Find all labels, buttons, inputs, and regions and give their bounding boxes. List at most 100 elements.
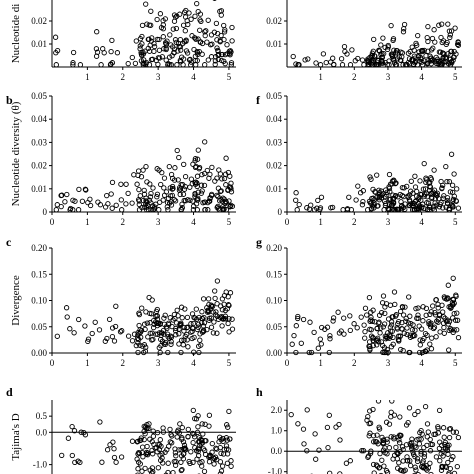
data-point <box>149 56 156 62</box>
data-point <box>214 45 220 51</box>
data-point <box>443 464 450 470</box>
data-point <box>221 301 227 307</box>
data-point <box>406 349 412 356</box>
data-point <box>180 22 187 28</box>
data-point <box>109 179 116 186</box>
data-point <box>450 196 457 203</box>
data-point <box>224 446 230 452</box>
data-point <box>190 320 197 327</box>
y-tick-label-c: 0.00 <box>31 348 47 358</box>
data-point <box>135 466 141 472</box>
data-point <box>141 321 148 327</box>
y-tick-label-f: 0 <box>278 207 283 217</box>
data-point <box>416 205 422 211</box>
data-point <box>386 207 392 213</box>
data-point <box>228 62 234 68</box>
data-point <box>182 445 188 452</box>
data-point <box>416 323 422 329</box>
data-point <box>173 25 180 32</box>
data-point <box>293 323 299 329</box>
data-point <box>229 38 235 44</box>
data-point <box>154 16 160 23</box>
data-point <box>173 453 179 459</box>
data-point <box>178 337 185 343</box>
data-point <box>181 328 187 334</box>
data-point <box>442 295 448 301</box>
data-point <box>433 454 440 460</box>
data-point <box>155 465 161 471</box>
data-point <box>125 190 131 197</box>
data-point <box>209 440 215 447</box>
data-point <box>184 337 190 343</box>
data-point <box>172 462 179 468</box>
data-point <box>139 52 145 59</box>
data-point <box>180 456 187 462</box>
data-point <box>213 20 220 27</box>
data-point <box>125 333 132 339</box>
data-point <box>388 319 395 325</box>
data-point <box>144 179 150 185</box>
data-point <box>136 207 143 213</box>
data-point <box>172 37 179 43</box>
data-point <box>140 51 147 57</box>
data-point <box>407 313 413 319</box>
data-point <box>229 203 236 209</box>
data-point <box>154 36 160 43</box>
data-point <box>323 59 329 66</box>
data-point <box>304 448 310 454</box>
data-point <box>181 337 187 343</box>
data-point <box>446 178 453 185</box>
data-point <box>143 61 149 67</box>
data-point <box>391 436 397 442</box>
data-point <box>159 169 165 176</box>
data-point <box>137 329 144 335</box>
data-point <box>412 411 418 418</box>
data-point <box>114 50 121 56</box>
data-point <box>291 332 297 339</box>
data-point <box>139 41 145 47</box>
data-point <box>342 48 348 55</box>
data-point <box>218 32 224 39</box>
data-point <box>378 472 384 474</box>
data-point <box>177 321 183 327</box>
y-tick-label-a: 0.02 <box>31 16 47 26</box>
data-point <box>359 57 366 63</box>
y-tick-label-d: -1.0 <box>33 460 48 470</box>
x-tick-label-f: 1 <box>318 217 323 227</box>
data-point <box>447 62 454 68</box>
data-point <box>432 200 438 206</box>
data-point <box>71 428 78 434</box>
data-point <box>108 61 114 67</box>
data-point <box>213 309 219 315</box>
y-axis-label-b: Nucleotide diversity (θ) <box>10 101 22 206</box>
data-point <box>447 189 454 195</box>
data-point <box>109 325 116 331</box>
points-f <box>293 151 462 213</box>
panel-f: 0 0.01 0.02 0.03 0.04 0.05 0 1 2 3 4 5 f <box>256 91 462 227</box>
data-point <box>59 452 65 459</box>
data-point <box>194 173 201 179</box>
x-tick-label-f: 0 <box>285 217 290 227</box>
data-point <box>70 49 77 56</box>
panel-e: 0.01 0.02 1 2 3 4 5 <box>266 0 462 82</box>
data-point <box>162 312 168 318</box>
data-point <box>196 166 202 172</box>
data-point <box>424 442 430 449</box>
data-point <box>313 60 319 66</box>
data-point <box>446 207 453 213</box>
data-point <box>95 199 101 205</box>
panel-label-b: b <box>6 93 13 107</box>
data-point <box>293 197 299 203</box>
data-point <box>228 189 235 195</box>
data-point <box>359 448 365 454</box>
data-point <box>171 18 178 24</box>
data-point <box>182 28 188 34</box>
data-point <box>229 24 235 31</box>
data-point <box>143 163 149 170</box>
data-point <box>445 282 451 288</box>
data-point <box>448 151 455 157</box>
data-point <box>377 450 383 457</box>
data-point <box>404 331 410 338</box>
data-point <box>196 48 202 55</box>
